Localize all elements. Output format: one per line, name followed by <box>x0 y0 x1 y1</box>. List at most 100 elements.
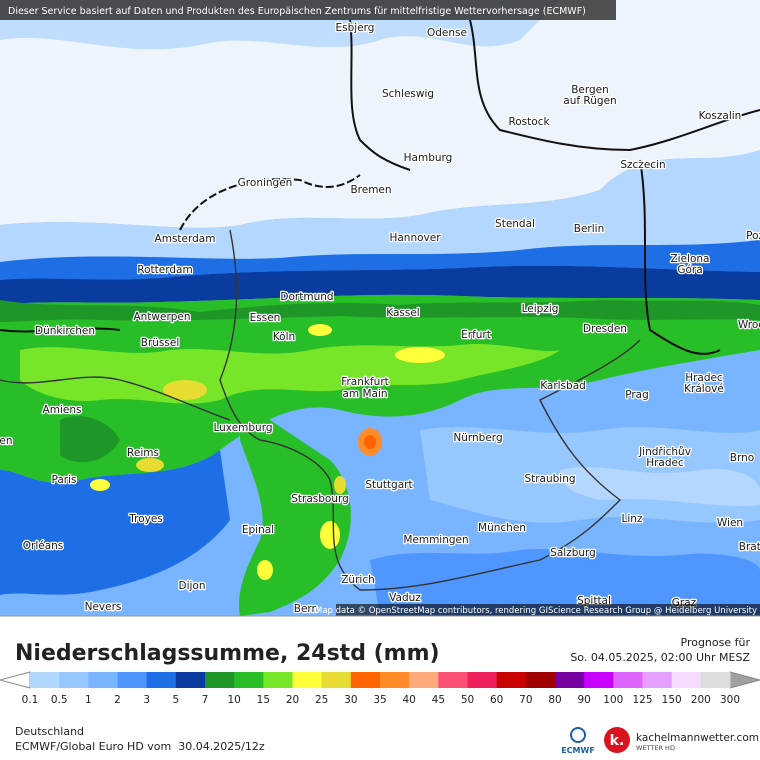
legend-swatch <box>555 672 585 688</box>
city-label: Dresden <box>583 323 627 335</box>
city-label: Straubing <box>524 473 575 485</box>
legend-swatch <box>467 672 498 688</box>
city-label: Rouen <box>0 435 13 447</box>
city-label: Reims <box>127 447 159 459</box>
legend-swatch <box>350 672 381 688</box>
city-label: Hamburg <box>404 152 453 164</box>
legend-label: 30 <box>344 694 357 706</box>
legend-swatch <box>671 672 702 688</box>
city-label: Stendal <box>495 218 535 230</box>
site-sub: WETTER HD <box>636 744 675 752</box>
city-label: Frankfurt <box>341 376 389 388</box>
chart-title: Niederschlagssumme, 24std (mm) <box>15 641 440 666</box>
legend-swatch <box>496 672 527 688</box>
legend-swatch <box>321 672 352 688</box>
site-name: kachelmannwetter.com <box>636 732 759 744</box>
city-label: Bratislava <box>739 541 760 553</box>
city-label: Vaduz <box>389 592 421 604</box>
city-label: Jindřichův <box>638 446 691 458</box>
city-label: Bergen <box>571 84 609 96</box>
city-label: Poznań <box>746 230 760 242</box>
legend-label: 125 <box>632 694 652 706</box>
city-label: Luxemburg <box>213 422 272 434</box>
city-label: Brüssel <box>141 337 180 349</box>
legend-swatch <box>380 672 410 688</box>
color-legend: 0.1 0.5 1 2 3 5 7 10 15 20 25 30 35 40 45 50 60 70 80 90 100… <box>0 671 760 706</box>
legend-over <box>729 671 760 689</box>
city-label: Prag <box>625 389 649 401</box>
legend-label: 45 <box>432 694 445 706</box>
legend-label: 1 <box>85 694 92 706</box>
city-label: Stuttgart <box>365 479 412 491</box>
legend-swatch <box>263 672 293 688</box>
legend-label: 25 <box>315 694 328 706</box>
legend-label: 40 <box>402 694 415 706</box>
legend-label: 100 <box>603 694 623 706</box>
city-label: Wrocław <box>738 319 760 331</box>
forecast-time: So. 04.05.2025, 02:00 Uhr MESZ <box>570 651 750 664</box>
city-label: Linz <box>622 513 643 525</box>
city-label: Góra <box>677 264 702 276</box>
ecmwf-logo: ECMWF <box>561 727 595 755</box>
legend-label: 50 <box>461 694 474 706</box>
city-label: Szczecin <box>620 159 665 171</box>
svg-text:k.: k. <box>610 733 625 749</box>
city-label: Bern <box>294 603 318 615</box>
city-label: Amiens <box>43 404 82 416</box>
city-label: Hannover <box>389 232 441 244</box>
site-logo: k. kachelmannwetter.com WETTER HD <box>604 727 759 753</box>
city-label: Rotterdam <box>137 264 192 276</box>
city-label: Antwerpen <box>133 311 190 323</box>
city-label: Hradec <box>646 457 684 469</box>
city-label: am Main <box>342 388 387 400</box>
city-label: Odense <box>427 27 467 39</box>
city-label: Salzburg <box>550 547 596 559</box>
legend-swatch <box>525 672 556 688</box>
city-label: Memmingen <box>403 534 468 546</box>
legend-label: 3 <box>143 694 150 706</box>
legend-under <box>0 671 31 689</box>
legend-label: 10 <box>227 694 240 706</box>
city-label: Karlsbad <box>540 380 586 392</box>
city-label: Králové <box>684 383 724 395</box>
city-label: Hradec <box>685 372 723 384</box>
city-label: Schleswig <box>382 88 434 100</box>
city-label: Troyes <box>128 513 163 525</box>
city-label: Köln <box>273 331 295 343</box>
region-label: Deutschland <box>15 725 84 738</box>
legend-swatch <box>205 672 235 688</box>
legend-label: 60 <box>490 694 503 706</box>
legend-label: 5 <box>172 694 179 706</box>
city-label: Strasbourg <box>291 493 349 505</box>
legend-swatch <box>88 672 118 688</box>
ecmwf-notice: Dieser Service basiert auf Daten und Pro… <box>8 6 586 17</box>
legend-swatch <box>30 672 60 688</box>
city-label: Zielona <box>670 253 709 265</box>
city-label: München <box>478 522 526 534</box>
legend-label: 2 <box>114 694 121 706</box>
legend-swatch <box>700 672 731 688</box>
legend-swatch <box>438 672 468 688</box>
legend-label: 0.5 <box>51 694 68 706</box>
city-label: Leipzig <box>522 303 559 315</box>
city-label: Essen <box>250 312 281 324</box>
city-label: Koszalin <box>699 110 742 122</box>
legend-label: 7 <box>202 694 209 706</box>
city-label: Bremen <box>350 184 391 196</box>
city-label: Esbjerg <box>336 22 375 34</box>
city-label: Amsterdam <box>155 233 216 245</box>
ecmwf-logo-text: ECMWF <box>561 746 595 755</box>
city-label: Paris <box>52 474 77 486</box>
legend-swatch <box>117 672 148 688</box>
city-label: Erfurt <box>461 329 491 341</box>
city-label: Nevers <box>85 601 122 613</box>
legend-swatch <box>642 672 673 688</box>
legend-swatch <box>613 672 643 688</box>
legend-swatch <box>409 672 439 688</box>
city-label: Kassel <box>386 307 419 319</box>
city-label: Rostock <box>508 116 550 128</box>
city-label: Zürich <box>341 574 375 586</box>
city-label: Berlin <box>574 223 604 235</box>
